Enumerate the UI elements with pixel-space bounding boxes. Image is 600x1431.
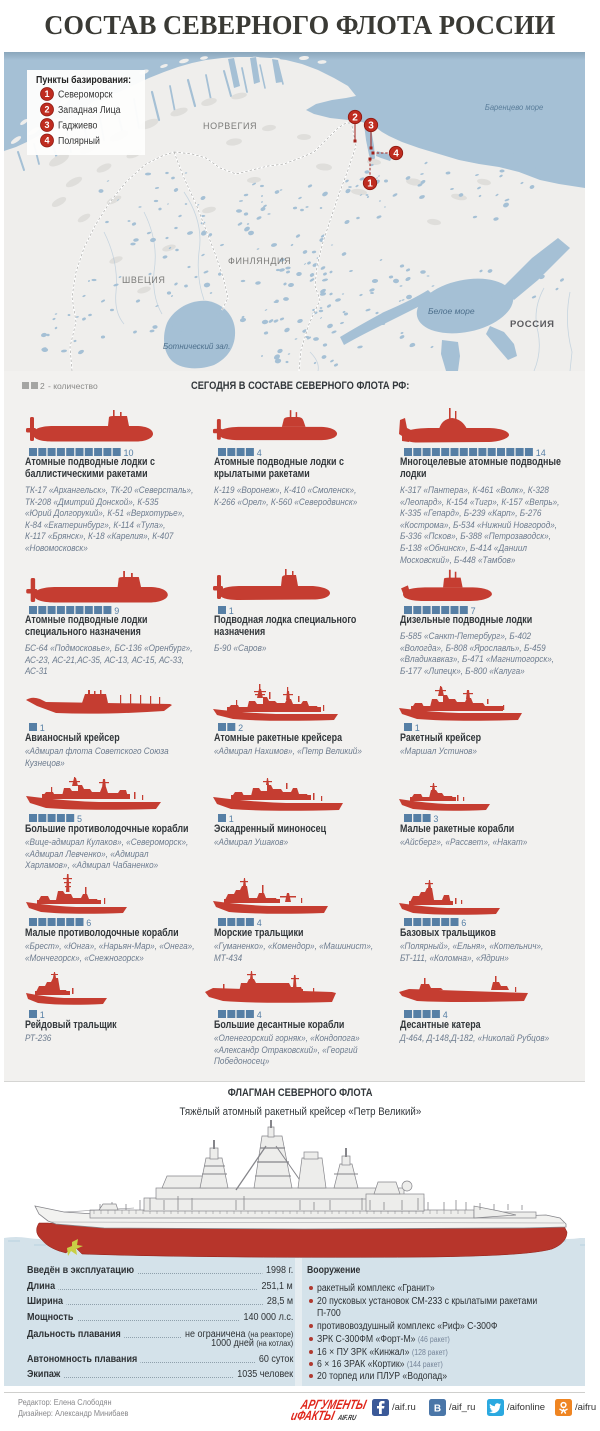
svg-text:Североморск: Североморск [58, 88, 113, 100]
svg-text:7: 7 [471, 606, 476, 616]
svg-text:2: 2 [44, 105, 49, 115]
svg-text:Гаджиево: Гаджиево [58, 119, 97, 131]
svg-text:Полярный: Полярный [58, 134, 100, 146]
svg-text:1: 1 [367, 179, 373, 190]
svg-text:1: 1 [40, 723, 45, 733]
svg-text:4: 4 [393, 149, 399, 160]
svg-text:Пункты базирования:: Пункты базирования: [36, 73, 131, 85]
svg-text:1: 1 [44, 89, 49, 99]
svg-text:14: 14 [536, 448, 546, 458]
svg-text:AIF.RU: AIF.RU [336, 1414, 357, 1422]
svg-text:2: 2 [40, 381, 45, 391]
svg-text:ШВЕЦИЯ: ШВЕЦИЯ [122, 275, 165, 285]
svg-text:3: 3 [44, 120, 49, 130]
svg-text:- количество: - количество [48, 381, 98, 391]
svg-text:РОССИЯ: РОССИЯ [510, 319, 555, 330]
svg-text:1: 1 [229, 606, 234, 616]
svg-text:1: 1 [40, 1010, 45, 1020]
svg-text:4: 4 [257, 448, 262, 458]
svg-text:НОРВЕГИЯ: НОРВЕГИЯ [203, 121, 257, 131]
svg-text:9: 9 [114, 606, 119, 616]
svg-text:1: 1 [229, 814, 234, 824]
svg-text:5: 5 [77, 814, 82, 824]
svg-text:Ботнический зал.: Ботнический зал. [163, 342, 230, 351]
svg-text:Баренцево море: Баренцево море [485, 103, 544, 112]
svg-text:Белое море: Белое море [428, 306, 475, 316]
svg-text:4: 4 [443, 1010, 448, 1020]
svg-text:4: 4 [257, 1010, 262, 1020]
svg-text:6: 6 [461, 918, 466, 928]
svg-text:3: 3 [368, 121, 374, 132]
svg-text:Западная Лица: Западная Лица [58, 103, 121, 115]
svg-text:2: 2 [352, 113, 358, 124]
svg-text:иФАКТЫ: иФАКТЫ [289, 1408, 336, 1424]
svg-text:ФИНЛЯНДИЯ: ФИНЛЯНДИЯ [228, 256, 291, 266]
svg-text:АРГУМЕНТЫ: АРГУМЕНТЫ [299, 1397, 369, 1413]
svg-text:3: 3 [433, 814, 438, 824]
svg-text:4: 4 [257, 918, 262, 928]
svg-text:2: 2 [238, 723, 243, 733]
svg-text:B: B [434, 1404, 441, 1415]
svg-text:6: 6 [86, 918, 91, 928]
svg-text:4: 4 [44, 136, 49, 146]
svg-text:1: 1 [415, 723, 420, 733]
svg-text:10: 10 [124, 448, 134, 458]
